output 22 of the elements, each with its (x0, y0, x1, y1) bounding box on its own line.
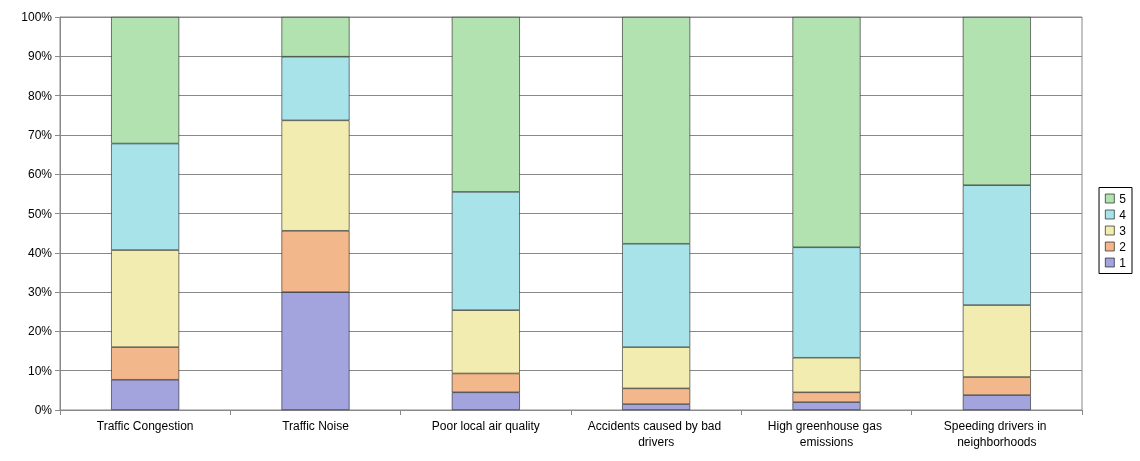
y-tick-label: 90% (27, 49, 53, 64)
y-tick-label: 10% (27, 363, 53, 378)
x-tick-label: Poor local air quality (431, 419, 540, 433)
y-tick-label: 30% (27, 285, 53, 300)
x-tick-label: Traffic Congestion (96, 419, 194, 433)
y-tick-label: 50% (27, 206, 53, 221)
x-tick-label: Traffic Noise (282, 419, 350, 433)
x-tick-label: High greenhouse gas emissions (767, 419, 886, 449)
legend-label: 2 (1119, 239, 1127, 254)
legend-label: 4 (1119, 207, 1127, 222)
y-tick-label: 100% (21, 10, 53, 24)
legend-label: 3 (1119, 223, 1127, 238)
y-tick-label: 40% (27, 245, 53, 260)
y-tick-label: 0% (34, 403, 53, 417)
x-tick-label: Speeding drivers in neighborhoods (943, 419, 1050, 449)
legend-label: 5 (1119, 191, 1127, 206)
y-tick-label: 20% (27, 324, 53, 339)
x-tick-label: Accidents caused by bad drivers (587, 419, 725, 449)
y-tick-label: 70% (27, 127, 53, 142)
legend-label: 1 (1119, 255, 1127, 270)
y-tick-label: 80% (27, 88, 53, 103)
y-tick-label: 60% (27, 167, 53, 182)
